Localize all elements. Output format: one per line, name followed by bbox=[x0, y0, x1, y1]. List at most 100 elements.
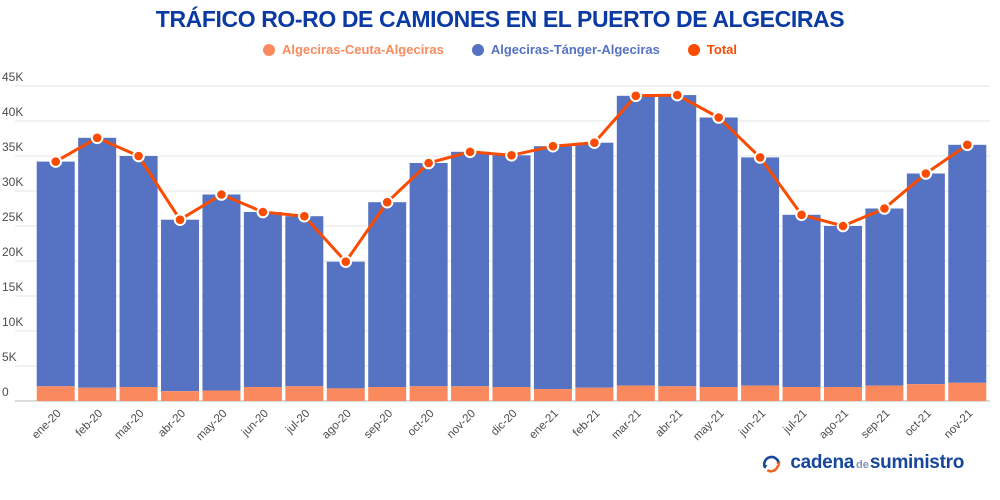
total-point[interactable] bbox=[339, 255, 353, 269]
bar-segment-ceuta[interactable] bbox=[409, 386, 448, 401]
x-axis-label: sep-21 bbox=[859, 408, 892, 441]
total-point[interactable] bbox=[49, 155, 63, 168]
bar-segment-ceuta[interactable] bbox=[741, 385, 780, 401]
total-point[interactable] bbox=[629, 89, 643, 103]
brand-word-de: de bbox=[856, 459, 869, 471]
total-point[interactable] bbox=[588, 136, 601, 149]
bar-segment-ceuta[interactable] bbox=[823, 387, 862, 401]
y-axis-label: 45K bbox=[2, 70, 23, 84]
brand-word-cadena: cadena bbox=[790, 452, 855, 473]
bar-segment-ceuta[interactable] bbox=[782, 387, 821, 401]
bar-segment-tanger[interactable] bbox=[202, 194, 241, 391]
bar-segment-tanger[interactable] bbox=[285, 216, 324, 387]
total-point[interactable] bbox=[298, 209, 311, 223]
legend-dot-icon bbox=[687, 43, 700, 56]
total-point[interactable] bbox=[795, 208, 808, 222]
bar-segment-ceuta[interactable] bbox=[161, 391, 200, 401]
total-point[interactable] bbox=[670, 88, 684, 102]
total-point[interactable] bbox=[463, 145, 477, 159]
bar-segment-tanger[interactable] bbox=[409, 163, 448, 387]
total-point[interactable] bbox=[919, 167, 933, 180]
x-axis-label: ene-20 bbox=[30, 408, 64, 442]
bar-segment-ceuta[interactable] bbox=[119, 387, 158, 401]
bar-segment-ceuta[interactable] bbox=[658, 386, 697, 401]
total-point[interactable] bbox=[256, 205, 270, 219]
chart-title: TRÁFICO RO-RO DE CAMIONES EN EL PUERTO D… bbox=[155, 6, 845, 32]
bar-segment-ceuta[interactable] bbox=[285, 386, 324, 401]
legend-dot-icon bbox=[262, 43, 275, 56]
bar-segment-tanger[interactable] bbox=[368, 202, 407, 387]
bar-segment-ceuta[interactable] bbox=[36, 386, 75, 401]
total-point[interactable] bbox=[173, 213, 187, 226]
x-axis-label: abr-20 bbox=[156, 408, 188, 440]
legend-dot-icon bbox=[471, 43, 484, 56]
total-point[interactable] bbox=[546, 139, 560, 153]
bar-segment-ceuta[interactable] bbox=[616, 385, 655, 401]
total-point[interactable] bbox=[422, 156, 435, 170]
total-point[interactable] bbox=[712, 111, 725, 124]
bar-segment-ceuta[interactable] bbox=[243, 387, 282, 401]
legend-item-2[interactable]: Total bbox=[687, 42, 737, 57]
x-axis-label: jul-20 bbox=[283, 408, 312, 437]
y-axis-label: 30K bbox=[2, 175, 23, 189]
bar-segment-tanger[interactable] bbox=[906, 173, 945, 385]
y-axis-label: 40K bbox=[2, 105, 23, 119]
legend-item-1[interactable]: Algeciras-Tánger-Algeciras bbox=[471, 42, 660, 57]
x-axis-label: dic-20 bbox=[489, 408, 520, 439]
bar-segment-tanger[interactable] bbox=[492, 155, 531, 387]
total-point[interactable] bbox=[90, 131, 104, 145]
bar-segment-tanger[interactable] bbox=[658, 95, 697, 387]
bar-segment-ceuta[interactable] bbox=[326, 388, 365, 401]
legend-label: Algeciras-Tánger-Algeciras bbox=[490, 42, 660, 57]
brand-word-suministro: suministro bbox=[869, 452, 964, 473]
total-point[interactable] bbox=[132, 149, 145, 163]
bar-segment-ceuta[interactable] bbox=[699, 387, 738, 401]
total-point[interactable] bbox=[380, 195, 394, 209]
bar-segment-tanger[interactable] bbox=[575, 142, 614, 388]
bar-segment-ceuta[interactable] bbox=[575, 387, 614, 401]
x-axis-label: feb-21 bbox=[571, 408, 603, 440]
total-point[interactable] bbox=[960, 138, 974, 152]
bar-segment-tanger[interactable] bbox=[78, 137, 117, 388]
bar-segment-tanger[interactable] bbox=[616, 95, 655, 386]
bar-segment-tanger[interactable] bbox=[243, 212, 282, 387]
bar-segment-ceuta[interactable] bbox=[451, 386, 490, 401]
bar-segment-tanger[interactable] bbox=[865, 208, 904, 386]
bar-segment-tanger[interactable] bbox=[36, 161, 75, 387]
bar-segment-tanger[interactable] bbox=[782, 214, 821, 387]
bar-segment-tanger[interactable] bbox=[326, 261, 365, 389]
x-axis-label: jun-20 bbox=[239, 408, 271, 440]
total-point[interactable] bbox=[505, 149, 518, 162]
x-axis-label: ene-21 bbox=[527, 408, 561, 442]
x-axis-label: feb-20 bbox=[74, 408, 106, 440]
bar-segment-ceuta[interactable] bbox=[948, 382, 987, 401]
bar-segment-tanger[interactable] bbox=[533, 146, 572, 390]
bar-segment-ceuta[interactable] bbox=[492, 387, 531, 401]
bar-segment-tanger[interactable] bbox=[161, 219, 200, 392]
x-axis-label: nov-21 bbox=[942, 408, 975, 441]
circular-arrows-icon bbox=[763, 455, 781, 473]
x-axis-label: mar-21 bbox=[610, 408, 644, 442]
bar-segment-ceuta[interactable] bbox=[368, 387, 407, 401]
bar-segment-tanger[interactable] bbox=[741, 157, 780, 386]
bar-segment-ceuta[interactable] bbox=[906, 384, 945, 401]
bar-segment-tanger[interactable] bbox=[119, 156, 158, 387]
x-axis-label: mar-20 bbox=[112, 408, 146, 442]
total-point[interactable] bbox=[753, 151, 767, 164]
y-axis-label: 25K bbox=[2, 210, 23, 224]
total-point[interactable] bbox=[878, 202, 891, 215]
y-axis-label: 10K bbox=[2, 315, 23, 329]
bar-segment-tanger[interactable] bbox=[823, 226, 862, 387]
bar-segment-ceuta[interactable] bbox=[78, 387, 117, 401]
x-axis-label: jul-21 bbox=[781, 408, 810, 437]
total-point[interactable] bbox=[215, 188, 228, 201]
bar-segment-tanger[interactable] bbox=[948, 144, 987, 383]
total-point[interactable] bbox=[836, 219, 850, 233]
bar-segment-tanger[interactable] bbox=[451, 151, 490, 387]
bar-segment-tanger[interactable] bbox=[699, 117, 738, 388]
bar-segment-ceuta[interactable] bbox=[202, 390, 241, 402]
legend-item-0[interactable]: Algeciras-Ceuta-Algeciras bbox=[262, 42, 444, 57]
bar-segment-ceuta[interactable] bbox=[533, 389, 572, 401]
x-axis-label: jun-21 bbox=[736, 408, 768, 440]
bar-segment-ceuta[interactable] bbox=[865, 385, 904, 401]
